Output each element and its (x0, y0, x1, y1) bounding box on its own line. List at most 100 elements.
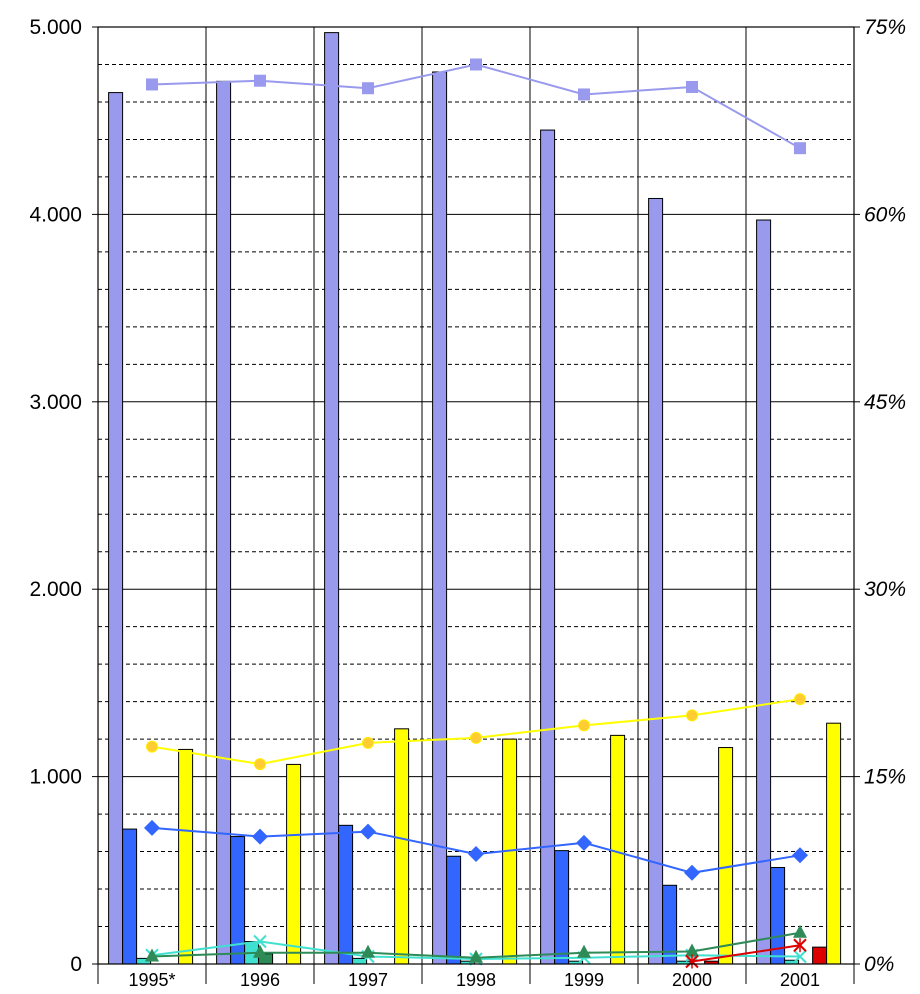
right-tick-label: 15% (864, 766, 906, 789)
marker-triangle (577, 944, 591, 958)
marker-circle (470, 731, 482, 744)
bar (554, 850, 570, 965)
bar (540, 129, 556, 965)
series-line (691, 944, 801, 963)
line-marker (145, 948, 159, 962)
line-marker (794, 142, 806, 155)
right-tick-label: 75% (864, 16, 906, 39)
marker-square (146, 78, 158, 91)
marker-triangle (253, 944, 267, 958)
bar (338, 824, 354, 965)
line-marker (361, 944, 375, 958)
bar (446, 855, 462, 965)
marker-square (794, 142, 806, 155)
marker-circle (578, 719, 590, 732)
line-marker (685, 943, 699, 957)
right-tick-label: 45% (864, 391, 906, 414)
marker-diamond (468, 846, 484, 863)
line-marker (470, 58, 482, 71)
marker-triangle (469, 949, 483, 963)
marker-circle (794, 693, 806, 706)
bar (122, 828, 138, 965)
line-marker (253, 944, 267, 958)
line-marker (792, 847, 808, 864)
line-marker (146, 740, 158, 753)
line-marker (362, 82, 374, 95)
line-marker (684, 864, 700, 881)
line-marker (470, 731, 482, 744)
bar (108, 92, 124, 965)
right-tick-label: 0% (864, 953, 894, 976)
line-marker (578, 719, 590, 732)
x-tick-label: 1998 (456, 970, 496, 990)
line-marker (576, 834, 592, 851)
line-marker (360, 823, 376, 840)
line-marker (362, 736, 374, 749)
marker-triangle (145, 948, 159, 962)
line-marker (793, 924, 807, 938)
bar (756, 219, 772, 965)
bar (610, 734, 626, 965)
plot-border (97, 26, 855, 965)
bar (648, 197, 664, 965)
left-tick-label: 1.000 (29, 766, 82, 789)
marker-square (470, 58, 482, 71)
bar (216, 80, 232, 965)
marker-triangle (685, 943, 699, 957)
line-marker (578, 88, 590, 101)
x-tick-label: 1996 (240, 970, 280, 990)
line-marker (469, 949, 483, 963)
marker-triangle (793, 924, 807, 938)
right-tick-label: 30% (864, 578, 906, 601)
line-marker (468, 846, 484, 863)
marker-circle (362, 736, 374, 749)
x-tick-label: 2001 (780, 970, 820, 990)
marker-diamond (144, 819, 160, 836)
left-tick-label: 5.000 (29, 16, 82, 39)
line-marker (793, 938, 807, 953)
line-marker (254, 74, 266, 87)
line-marker (794, 693, 806, 706)
bar (178, 748, 194, 965)
bar (826, 722, 842, 965)
marker-diamond (576, 834, 592, 851)
marker-circle (146, 740, 158, 753)
x-tick-label: 1995* (128, 970, 175, 990)
left-tick-label: 2.000 (29, 578, 82, 601)
line-marker (254, 758, 266, 771)
x-tick-label: 1999 (564, 970, 604, 990)
line-marker (146, 78, 158, 91)
marker-triangle (361, 944, 375, 958)
left-tick-label: 4.000 (29, 203, 82, 226)
marker-x-b (793, 949, 807, 964)
x-tick-label: 1997 (348, 970, 388, 990)
marker-circle (686, 709, 698, 722)
left-tick-label: 3.000 (29, 391, 82, 414)
marker-square (686, 80, 698, 93)
marker-x-b (253, 934, 267, 949)
line-marker (252, 828, 268, 845)
bar (718, 747, 734, 965)
line-marker (144, 819, 160, 836)
marker-square (578, 88, 590, 101)
marker-square (362, 82, 374, 95)
bar (432, 71, 448, 965)
bar (324, 32, 340, 965)
marker-diamond (792, 847, 808, 864)
line-marker (686, 709, 698, 722)
line-marker (686, 80, 698, 93)
x-tick-label: 2000 (672, 970, 712, 990)
line-marker (577, 944, 591, 958)
marker-diamond (684, 864, 700, 881)
plot-area (98, 27, 854, 964)
marker-circle (254, 758, 266, 771)
right-tick-label: 60% (864, 203, 906, 226)
bar (812, 946, 828, 965)
line-marker (685, 954, 699, 969)
marker-square (254, 74, 266, 87)
line-marker (253, 934, 267, 949)
marker-diamond (360, 823, 376, 840)
marker-diamond (252, 828, 268, 845)
